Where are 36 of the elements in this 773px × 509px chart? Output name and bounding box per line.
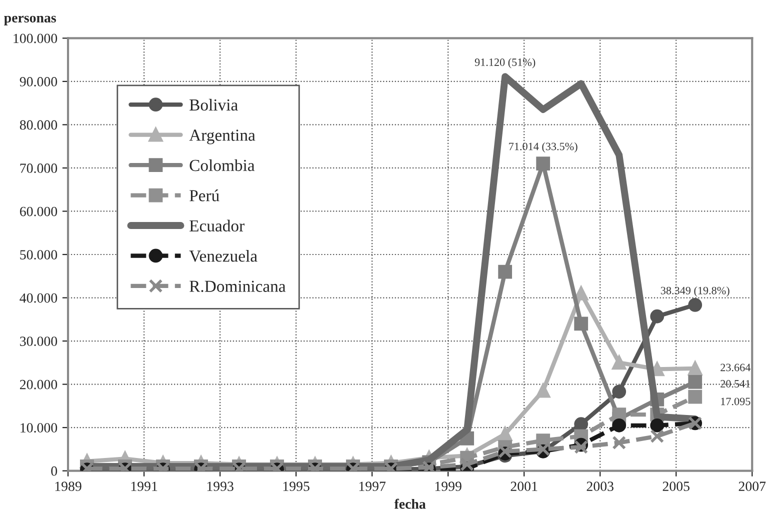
x-tick-label: 2001: [510, 482, 538, 492]
x-tick-label: 2003: [586, 482, 614, 492]
legend-label: Ecuador: [190, 220, 244, 232]
y-tick-label: 10.000: [20, 423, 58, 433]
x-tick-label: 1995: [283, 482, 310, 492]
legend-label: Argentina: [189, 130, 256, 144]
annotation: 20.541: [720, 380, 750, 388]
annotation: 17.095: [721, 398, 750, 406]
x-tick-label: 1999: [435, 482, 462, 492]
x-tick-label: 1989: [55, 482, 82, 492]
x-axis-title: fecha: [394, 498, 426, 509]
x-tick-label: 2007: [738, 482, 766, 492]
y-tick-label: 90.000: [20, 77, 58, 86]
y-tick-label: 50.000: [20, 250, 58, 260]
y-tick-label: 80.000: [20, 120, 58, 130]
annotation: 71.014 (33.5%): [509, 142, 578, 152]
x-tick-label: 1991: [131, 482, 158, 492]
x-tick-label: 1997: [359, 482, 386, 492]
y-tick-label: 40.000: [20, 293, 58, 303]
annotation: 23.664: [720, 364, 750, 372]
legend-label: Venezuela: [189, 250, 258, 262]
legend-label: Colombia: [190, 159, 255, 172]
legend-label: R.Dominicana: [190, 280, 286, 292]
x-tick-label: 1993: [207, 482, 234, 492]
legend-label: Perú: [190, 190, 220, 202]
y-axis-title: personas: [4, 16, 56, 26]
y-tick-label: 60.000: [20, 206, 58, 216]
y-tick-label: 70.000: [20, 164, 58, 173]
annotation: 91.120 (51%): [474, 58, 536, 68]
legend-label: Bolivia: [190, 98, 238, 111]
y-tick-label: 100.000: [14, 34, 58, 44]
y-tick-label: 20.000: [20, 380, 58, 390]
x-tick-label: 2005: [662, 482, 690, 492]
y-tick-label: 30.000: [20, 336, 58, 346]
annotation: 38.349 (19.8%): [660, 286, 730, 297]
y-tick-label: 0: [51, 466, 58, 476]
